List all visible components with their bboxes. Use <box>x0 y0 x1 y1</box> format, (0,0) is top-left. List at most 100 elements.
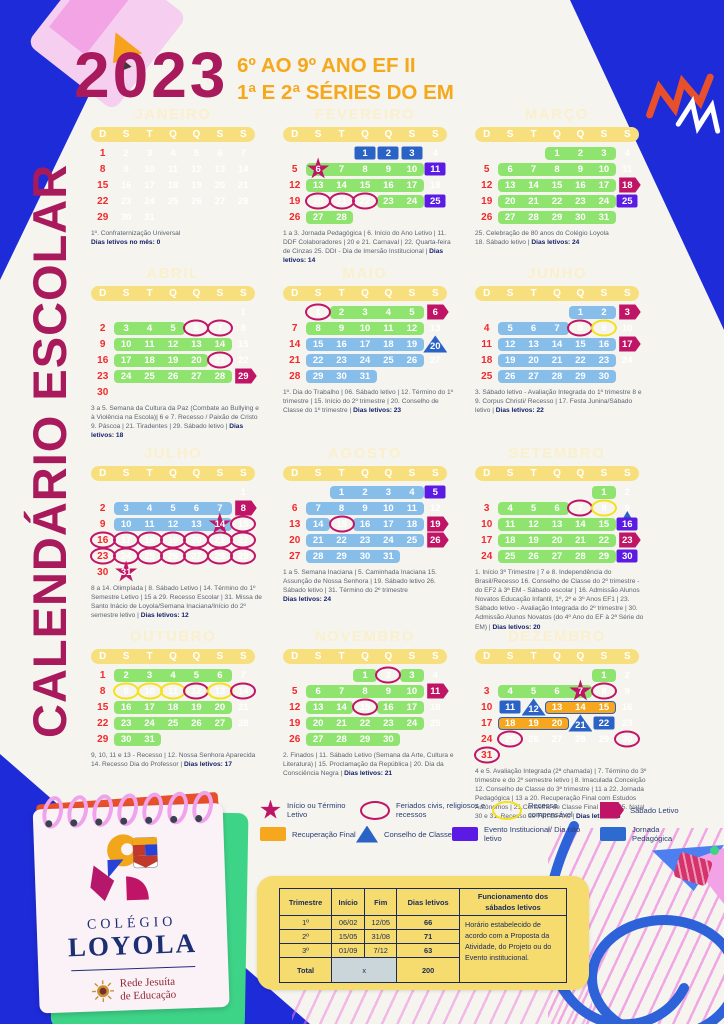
empty-cell <box>569 484 592 500</box>
day-cell: 15 <box>545 177 569 193</box>
day-cell: 2 <box>114 145 137 161</box>
letivo-bar <box>400 501 424 515</box>
day-cell: 18 <box>616 177 641 193</box>
day-number: 4 <box>146 322 153 334</box>
day-number: 2 <box>123 669 129 681</box>
weekday-label: S <box>408 288 416 299</box>
empty-cell <box>522 667 545 683</box>
day-number: 9 <box>577 163 584 175</box>
day-number: 12 <box>191 163 202 175</box>
day-cell: 13 <box>424 320 447 336</box>
letivo-bar <box>161 353 185 367</box>
audience-title: 6º AO 9º ANO EF II 1ª E 2ª SÉRIES DO EM <box>237 52 454 106</box>
day-number: 16 <box>621 518 633 530</box>
letivo-bar <box>521 369 546 383</box>
empty-cell <box>91 304 114 320</box>
weekday-label: Q <box>361 651 369 662</box>
day-number: 24 <box>359 354 371 366</box>
letivo-bar <box>114 501 138 515</box>
day-cell: 22 <box>592 715 615 731</box>
letivo-bar <box>114 369 138 383</box>
day-cell: 17 <box>475 532 498 548</box>
weekday-label: Q <box>384 468 393 479</box>
month-grid: 1 2 3 4 5 6 7 8 9 10 11 12 13 14 15 16 17 18 19 20 21 22 23 24 2… <box>283 484 449 564</box>
day-cell: 22 <box>232 352 255 368</box>
day-cell: 1 <box>329 484 354 500</box>
cell-total-value: 200 <box>396 957 460 984</box>
day-cell: 10 <box>592 161 616 177</box>
day-cell: 1 <box>91 667 114 683</box>
day-cell: 10 <box>475 516 498 532</box>
weekday-label: S <box>623 468 631 479</box>
day-cell: 28 <box>206 547 233 565</box>
letivo-bar <box>592 549 616 563</box>
day-number: 15 <box>97 701 109 713</box>
day-cell: 19 <box>161 352 185 368</box>
day-number: 19 <box>191 179 202 191</box>
day-cell: 14 <box>329 699 354 715</box>
letivo-bar <box>306 353 330 367</box>
day-number: 3 <box>146 147 153 159</box>
letivo-bar <box>184 668 209 682</box>
day-number: 2 <box>385 669 392 681</box>
day-cell: 17 <box>400 177 424 193</box>
day-number: 15 <box>551 179 563 191</box>
logo-divider <box>71 965 196 972</box>
day-number: 20 <box>191 354 202 366</box>
empty-cell <box>498 747 521 763</box>
letivo-bar <box>184 369 209 383</box>
day-number: 12 <box>406 322 418 334</box>
day-number: 27 <box>528 370 539 382</box>
weekday-label: S <box>600 651 608 662</box>
letivo-bar <box>114 337 138 351</box>
letivo-bar <box>353 369 377 383</box>
letivo-bar <box>137 668 162 682</box>
day-number: 6 <box>554 502 560 514</box>
empty-cell <box>424 548 447 564</box>
weekday-label: Q <box>169 651 177 662</box>
day-cell: 31 <box>592 209 616 225</box>
evento-marker <box>424 162 446 176</box>
day-number: 16 <box>97 354 109 366</box>
day-number: 21 <box>237 701 249 713</box>
day-cell: 25 <box>424 715 447 731</box>
empty-cell <box>161 564 184 580</box>
day-cell: 21 <box>206 531 233 549</box>
empty-cell <box>161 484 184 500</box>
letivo-bar <box>161 321 185 335</box>
day-number: 28 <box>237 717 249 729</box>
empty-cell <box>400 548 423 564</box>
letivo-bar <box>114 716 138 730</box>
letivo-bar <box>208 501 232 515</box>
day-number: 13 <box>191 338 202 350</box>
day-number: 1 <box>240 306 246 318</box>
day-cell: 4 <box>424 667 447 683</box>
day-cell: 2 <box>329 304 354 320</box>
letivo-bar <box>353 321 377 335</box>
day-number: 27 <box>214 717 226 729</box>
letivo-bar <box>137 321 162 335</box>
day-cell: 12 <box>424 500 447 516</box>
letivo-bar <box>521 533 546 547</box>
letivo-bar <box>306 732 330 746</box>
day-cell: 14 <box>568 699 593 715</box>
day-number: 15 <box>237 518 249 530</box>
day-number: 8 <box>315 322 321 334</box>
weekday-label: D <box>483 288 491 299</box>
day-number: 8 <box>99 163 106 175</box>
evento-marker <box>616 517 638 531</box>
empty-cell <box>208 731 231 747</box>
day-number: 31 <box>144 211 155 223</box>
day-number: 5 <box>483 163 490 175</box>
day-number: 12 <box>481 179 493 191</box>
day-cell: 21 <box>283 352 306 368</box>
day-cell: 18 <box>424 699 447 715</box>
day-number: 31 <box>481 749 493 761</box>
letivo-bar <box>137 353 162 367</box>
letivo-bar <box>306 517 330 531</box>
day-number: 9 <box>624 502 630 514</box>
spiral-ring-icon <box>89 792 116 829</box>
spiral-ring-icon <box>189 788 216 826</box>
day-cell: 1 <box>305 303 332 321</box>
day-number: 20 <box>214 701 226 713</box>
